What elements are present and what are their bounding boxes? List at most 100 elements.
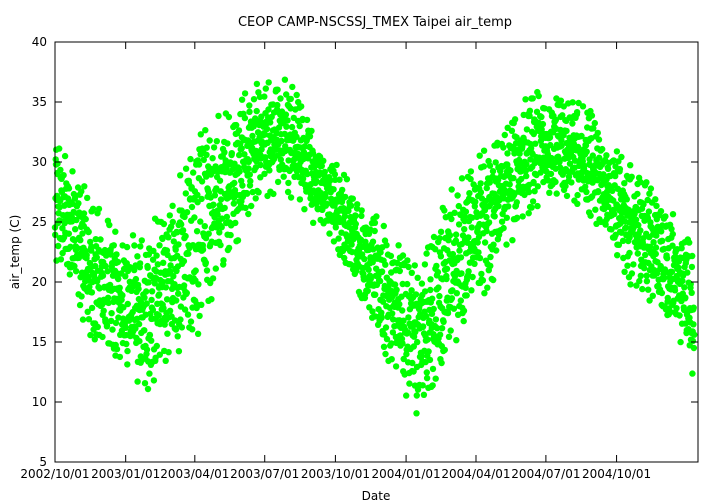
data-point (448, 295, 456, 302)
data-point (529, 198, 537, 205)
data-point (170, 273, 177, 280)
data-point (453, 290, 460, 297)
data-point (104, 294, 112, 301)
data-point (258, 146, 265, 153)
data-point (642, 251, 649, 259)
data-point (241, 114, 249, 122)
data-point (112, 228, 119, 235)
data-point (688, 263, 696, 271)
data-point (609, 187, 616, 194)
data-point (376, 277, 384, 285)
data-point (423, 250, 430, 257)
data-point (500, 224, 507, 232)
data-point (143, 300, 150, 307)
data-point (270, 190, 277, 198)
data-point (525, 210, 532, 217)
data-point (159, 235, 166, 243)
data-point (489, 168, 497, 175)
data-point (246, 171, 253, 178)
data-point (341, 254, 348, 262)
data-point (645, 286, 652, 293)
data-point (296, 122, 303, 130)
data-point (156, 351, 163, 358)
data-point (534, 202, 541, 210)
data-point (331, 171, 339, 178)
data-point (612, 172, 619, 180)
data-point (460, 317, 467, 325)
data-point (254, 129, 262, 136)
data-point (483, 227, 490, 235)
data-point (143, 346, 151, 353)
data-point (427, 286, 434, 294)
data-point (339, 186, 346, 194)
data-point (424, 336, 431, 343)
data-point (181, 306, 189, 313)
data-point (347, 202, 355, 209)
data-point (341, 213, 349, 220)
data-point (371, 219, 379, 226)
data-point (652, 244, 660, 251)
data-point (352, 220, 359, 228)
data-point (396, 301, 403, 308)
data-point (452, 231, 460, 238)
data-point (380, 222, 387, 230)
data-point (185, 250, 192, 257)
data-point (637, 227, 644, 234)
data-point (388, 356, 395, 363)
data-point (574, 200, 581, 207)
data-point (669, 211, 677, 218)
data-point (456, 247, 463, 254)
data-point (246, 102, 253, 109)
data-point (189, 326, 196, 333)
data-point (600, 171, 607, 178)
data-point (122, 273, 129, 280)
data-point (426, 356, 434, 364)
data-point (231, 179, 238, 187)
data-point (627, 281, 634, 288)
y-axis-label: air_temp (C) (8, 215, 22, 290)
data-point (628, 173, 635, 180)
x-tick-label: 2003/01/01 (91, 467, 160, 481)
data-point (587, 212, 594, 219)
data-point (285, 179, 292, 187)
data-point (134, 253, 141, 260)
data-point (659, 237, 666, 244)
data-point (649, 292, 656, 299)
data-point (94, 323, 102, 331)
data-point (573, 109, 581, 116)
data-point (180, 282, 188, 289)
data-point (691, 331, 698, 338)
data-point (163, 296, 171, 303)
data-point (510, 174, 517, 182)
data-point (106, 221, 113, 229)
data-point (348, 241, 355, 248)
y-tick-label: 25 (32, 215, 47, 229)
data-point (492, 159, 499, 166)
data-point (175, 290, 182, 297)
data-point (114, 258, 122, 266)
data-point (365, 266, 372, 273)
data-point (506, 181, 513, 188)
data-point (349, 195, 356, 202)
data-point (102, 262, 109, 270)
data-point (420, 391, 428, 398)
data-point (626, 249, 633, 257)
data-point (421, 261, 429, 268)
data-point (526, 107, 534, 115)
data-point (689, 337, 697, 345)
data-point (498, 218, 506, 225)
data-point (198, 178, 206, 185)
data-point (490, 241, 497, 248)
data-point (523, 126, 531, 133)
data-point (412, 291, 420, 298)
data-point (647, 185, 655, 192)
data-point (481, 239, 489, 246)
data-point (166, 212, 173, 219)
data-point (177, 316, 184, 323)
data-point (546, 134, 554, 141)
data-point (389, 329, 397, 336)
data-point (441, 207, 448, 214)
data-point (445, 333, 453, 340)
data-point (413, 410, 420, 417)
data-point (437, 253, 445, 260)
